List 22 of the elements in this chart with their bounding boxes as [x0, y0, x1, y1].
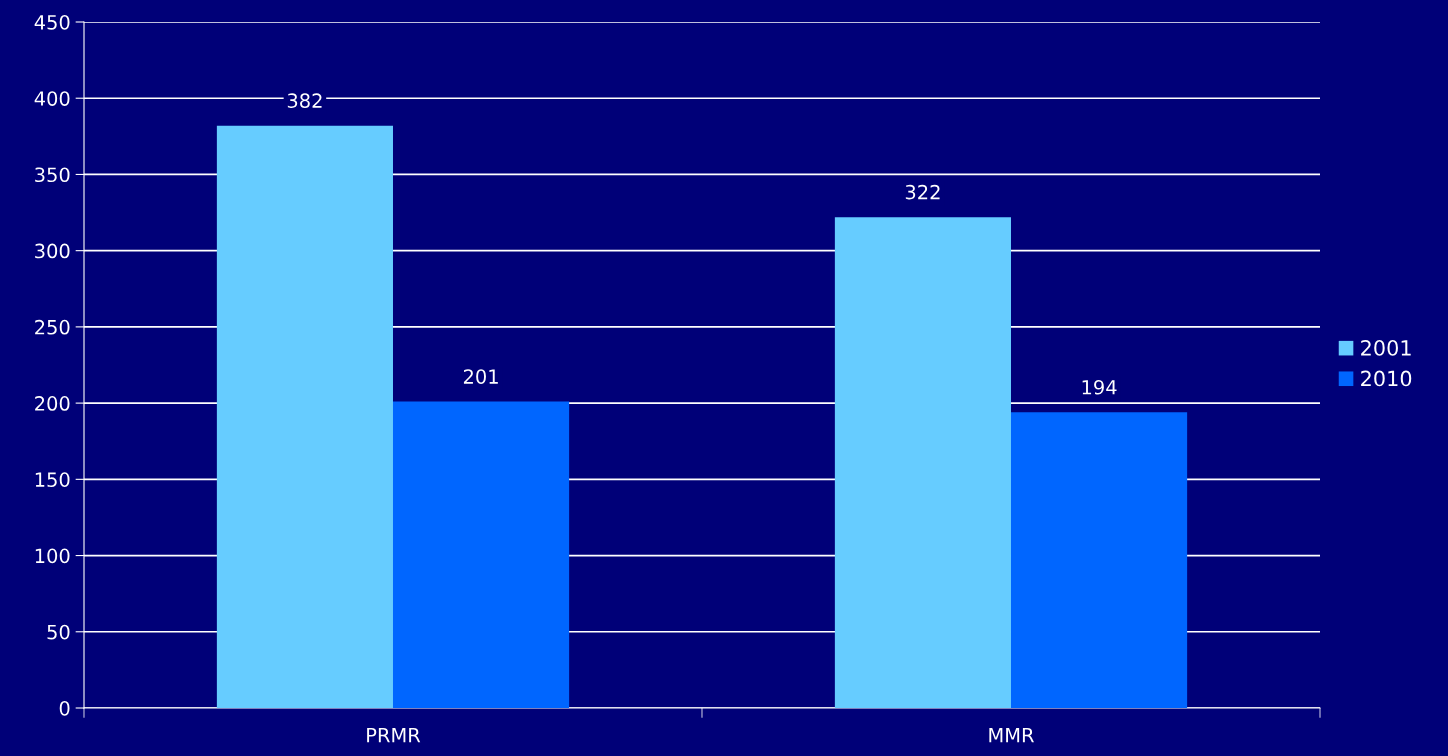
data-label: 382	[287, 93, 322, 109]
bar	[216, 125, 393, 708]
y-tick-label: 0	[59, 700, 70, 716]
y-tick-label: 350	[35, 167, 70, 183]
y-tick-label: 250	[35, 319, 70, 335]
bar	[1011, 412, 1188, 708]
x-tick-label: MMR	[989, 728, 1034, 743]
data-label: 194	[1082, 379, 1117, 395]
data-label: 322	[905, 184, 940, 200]
y-tick-label: 200	[35, 396, 70, 411]
bar	[834, 217, 1011, 708]
y-tick-label: 300	[35, 243, 70, 259]
y-tick-label: 400	[34, 91, 70, 106]
y-tick-label: 150	[35, 472, 70, 487]
y-tick-label: 50	[47, 624, 70, 640]
legend-label: 2001	[1361, 340, 1411, 356]
y-tick-label: 450	[34, 14, 70, 30]
legend-label: 2010	[1361, 370, 1412, 387]
data-label: 201	[463, 369, 498, 384]
y-tick-label: 100	[35, 548, 70, 564]
bar	[393, 401, 570, 708]
x-tick-label: PRMR	[367, 728, 421, 743]
